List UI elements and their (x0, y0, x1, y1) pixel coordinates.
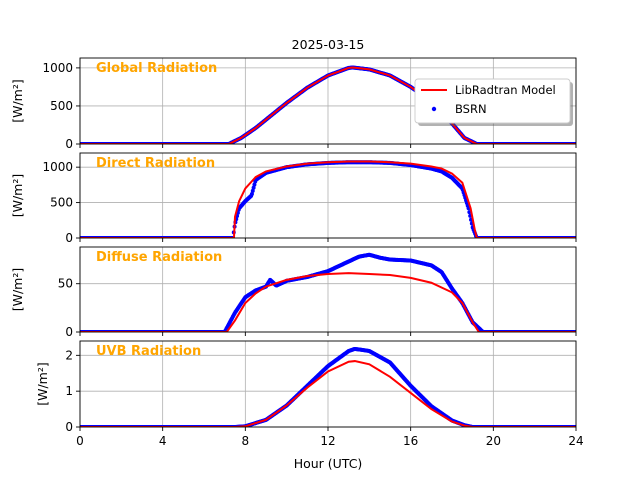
panel-label: Direct Radiation (96, 156, 215, 171)
y-axis-label: [W/m²] (10, 79, 25, 123)
legend-label-bsrn: BSRN (455, 102, 487, 116)
panel-3: 0 50 Diffuse Radiation [W/m²] (10, 246, 577, 339)
model-line (80, 360, 576, 427)
legend-marker-bsrn (431, 106, 437, 112)
y-tick-label: 500 (50, 99, 73, 113)
y-tick-label: 1000 (42, 160, 73, 174)
panel-2: 0 500 1000 Direct Radiation [W/m²] (10, 152, 577, 245)
model-line (80, 272, 576, 332)
x-tick-label: 12 (320, 434, 335, 448)
y-axis-label: [W/m²] (10, 268, 25, 312)
model-line (80, 66, 576, 144)
y-tick-label: 0 (65, 137, 73, 151)
y-tick-label: 50 (58, 277, 73, 291)
bsrn-point (252, 182, 257, 187)
bsrn-point (251, 185, 256, 190)
x-tick-label: 24 (568, 434, 583, 448)
y-axis-label: [W/m²] (35, 362, 50, 406)
panel-label: Diffuse Radiation (96, 250, 222, 265)
y-tick-label: 1000 (42, 61, 73, 75)
panel-1: 0 500 1000 Global Radiation [W/m²] (10, 57, 577, 151)
legend-box (414, 78, 571, 124)
y-tick-label: 0 (65, 325, 73, 339)
y-tick-label: 0 (65, 420, 73, 434)
y-tick-label: 2 (65, 348, 73, 362)
chart-title: 2025-03-15 (292, 37, 365, 52)
x-tick-label: 0 (76, 434, 84, 448)
y-axis-label: [W/m²] (10, 174, 25, 218)
bsrn-point (249, 191, 254, 196)
legend-label-model: LibRadtran Model (455, 83, 556, 97)
x-tick-label: 8 (242, 434, 250, 448)
panel-label: UVB Radiation (96, 344, 201, 359)
x-tick-label: 20 (486, 434, 501, 448)
legend: LibRadtran Model BSRN (414, 78, 573, 126)
y-tick-label: 0 (65, 231, 73, 245)
x-tick-label: 4 (159, 434, 167, 448)
x-axis-label: Hour (UTC) (294, 456, 363, 471)
panel-label: Global Radiation (96, 61, 217, 76)
y-tick-label: 1 (65, 384, 73, 398)
bsrn-point (250, 188, 255, 193)
model-line (80, 160, 576, 238)
x-tick-label: 16 (403, 434, 418, 448)
y-tick-label: 500 (50, 196, 73, 210)
